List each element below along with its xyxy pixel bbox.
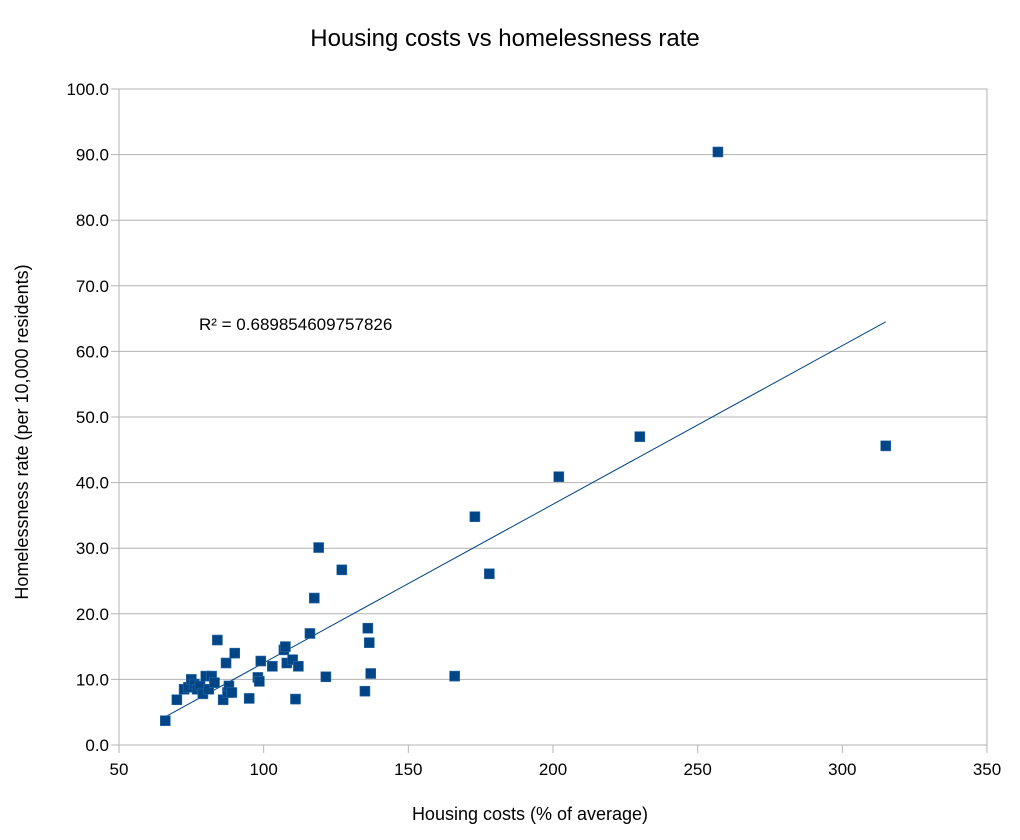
x-tick-label: 250 bbox=[683, 760, 711, 779]
data-points bbox=[159, 146, 892, 727]
y-tick-label: 80.0 bbox=[76, 211, 109, 230]
y-tick-label: 10.0 bbox=[76, 670, 109, 689]
x-axis-label: Housing costs (% of average) bbox=[412, 804, 648, 824]
y-tick-label: 0.0 bbox=[85, 736, 109, 755]
r-squared-annotation: R² = 0.689854609757826 bbox=[199, 315, 392, 334]
data-point bbox=[359, 685, 371, 697]
data-point bbox=[280, 641, 291, 652]
data-point bbox=[293, 660, 304, 672]
y-tick-label: 60.0 bbox=[76, 342, 109, 361]
y-tick-label: 50.0 bbox=[76, 408, 109, 427]
data-point bbox=[320, 671, 332, 683]
x-tick-label: 100 bbox=[249, 760, 277, 779]
data-point bbox=[308, 592, 320, 604]
data-point bbox=[880, 440, 892, 452]
data-point bbox=[363, 637, 375, 648]
y-tick-label: 30.0 bbox=[76, 539, 109, 558]
data-point bbox=[449, 670, 460, 682]
y-axis-ticks: 0.0 10.0 20.0 30.0 40.0 50.0 60.0 70.0 80.0 90.0 1… bbox=[66, 80, 109, 755]
x-tick-label: 200 bbox=[539, 760, 567, 779]
data-point bbox=[553, 471, 565, 482]
data-point bbox=[362, 622, 374, 634]
data-point bbox=[469, 511, 481, 523]
data-point bbox=[171, 694, 183, 706]
data-point bbox=[336, 564, 348, 576]
data-point bbox=[243, 693, 255, 704]
y-tick-label: 40.0 bbox=[76, 474, 109, 493]
x-tick-label: 350 bbox=[973, 760, 1001, 779]
y-tick-label: 90.0 bbox=[76, 146, 109, 165]
x-tick-label: 150 bbox=[394, 760, 422, 779]
x-axis-ticks: 50 100 150 200 250 300 350 bbox=[110, 745, 1001, 779]
data-point bbox=[220, 657, 232, 669]
data-point bbox=[304, 628, 316, 639]
data-point bbox=[290, 693, 301, 705]
y-axis-label: Homelessness rate (per 10,000 residents) bbox=[12, 264, 32, 599]
y-tick-label: 20.0 bbox=[76, 605, 109, 624]
data-point bbox=[255, 655, 267, 667]
data-point bbox=[484, 568, 495, 580]
data-point bbox=[159, 715, 171, 727]
y-tick-label: 70.0 bbox=[76, 277, 109, 296]
data-point bbox=[365, 668, 377, 679]
data-point bbox=[226, 687, 238, 698]
data-point bbox=[209, 677, 220, 688]
data-point bbox=[313, 542, 324, 553]
data-point bbox=[203, 683, 214, 695]
data-point bbox=[229, 647, 241, 659]
chart-title: Housing costs vs homelessness rate bbox=[310, 25, 700, 52]
x-tick-label: 50 bbox=[110, 760, 129, 779]
gridlines bbox=[111, 88, 987, 746]
x-tick-label: 300 bbox=[828, 760, 856, 779]
data-point bbox=[212, 634, 223, 646]
y-tick-label: 100.0 bbox=[66, 80, 109, 99]
data-point bbox=[634, 431, 646, 442]
data-point bbox=[287, 654, 298, 666]
data-point bbox=[712, 146, 724, 158]
trendline bbox=[165, 321, 886, 718]
data-point bbox=[267, 660, 278, 672]
data-point bbox=[254, 676, 265, 687]
